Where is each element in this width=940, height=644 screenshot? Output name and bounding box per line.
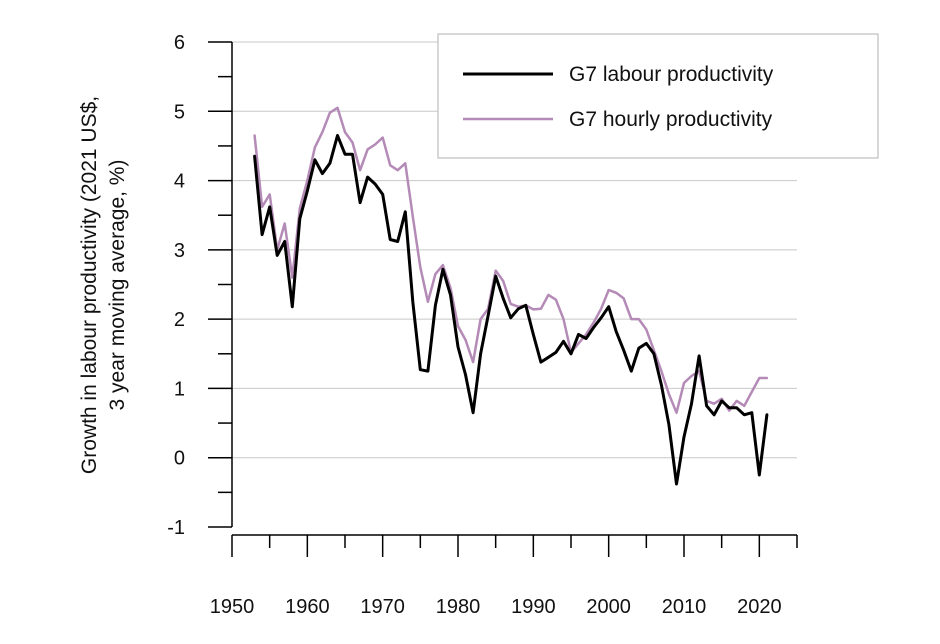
- y-tick-label: 3: [174, 240, 185, 262]
- y-axis-title: Growth in labour productivity (2021 US$,…: [78, 96, 129, 474]
- legend-label-hourly: G7 hourly productivity: [569, 108, 773, 131]
- series-line-hourly-productivity: [253, 106, 769, 414]
- x-tick-label: 2000: [586, 596, 631, 618]
- y-tick-label: -1: [167, 517, 185, 539]
- axes: -1 0 1 2 3 4 5 6 1950 1960 1970 1980 1990 2000 2010 202…: [167, 32, 798, 618]
- legend: G7 labour productivity G7 hourly product…: [437, 33, 879, 159]
- x-tick-label: 2010: [662, 596, 707, 618]
- y-tick-label: 0: [174, 448, 185, 470]
- x-tick-label: 1980: [436, 596, 481, 618]
- y-tick-label: 2: [174, 309, 185, 331]
- y-axis-title-line-2: 3 year moving average, %): [106, 160, 129, 411]
- y-tick-label: 1: [174, 378, 185, 400]
- y-tick-label: 4: [174, 171, 185, 193]
- series-lines: [253, 106, 769, 486]
- series-line-labour-productivity: [253, 134, 769, 486]
- x-tick-label: 1960: [285, 596, 330, 618]
- x-tick-label: 1990: [511, 596, 556, 618]
- y-axis-title-line-1: Growth in labour productivity (2021 US$,: [78, 96, 101, 474]
- y-tick-label: 5: [174, 101, 185, 123]
- legend-box: [437, 33, 879, 159]
- x-tick-label: 1950: [210, 596, 255, 618]
- x-tick-label: 1970: [360, 596, 405, 618]
- legend-label-labour: G7 labour productivity: [569, 63, 774, 86]
- x-tick-label: 2020: [737, 596, 782, 618]
- y-tick-label: 6: [174, 32, 185, 54]
